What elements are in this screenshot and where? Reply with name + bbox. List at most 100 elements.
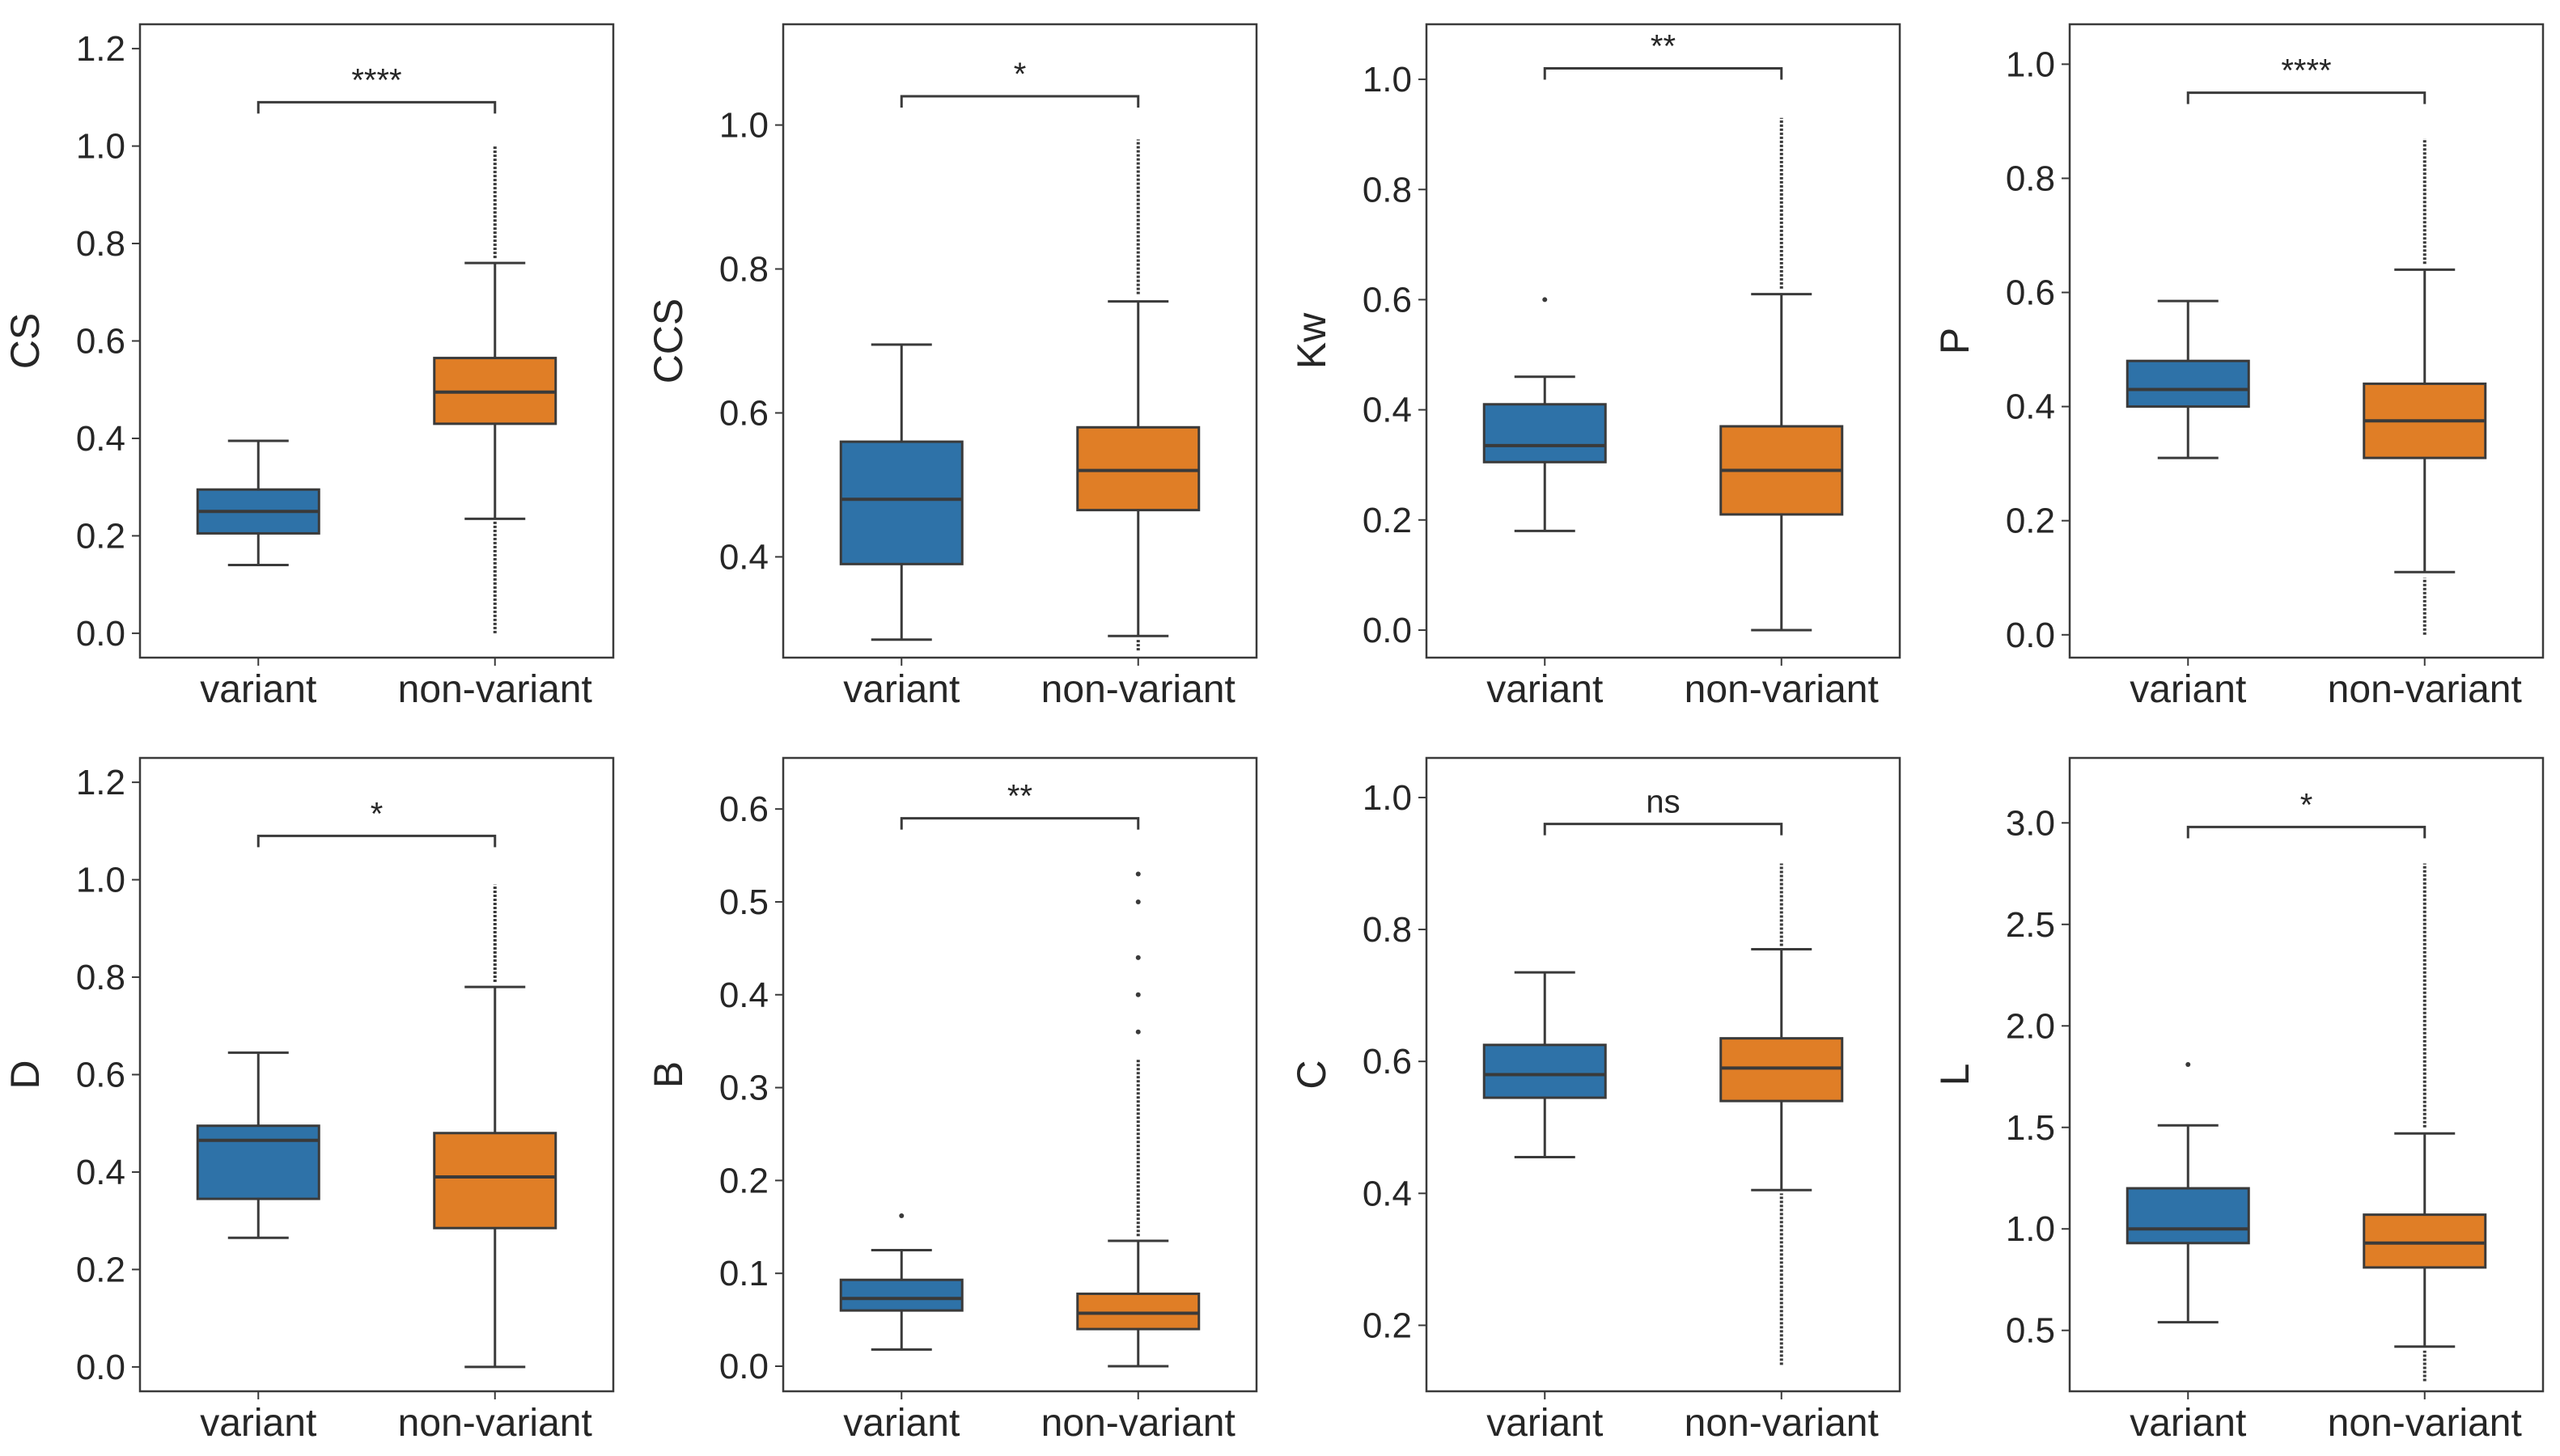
y-tick-label: 0.8 [2006, 159, 2055, 198]
y-tick-label: 0.8 [76, 958, 125, 997]
y-tick-label: 0.6 [1363, 1042, 1412, 1081]
plot-frame [138, 756, 615, 1393]
plot-frame [2068, 23, 2545, 659]
panel-ccs: 0.4 0.6 0.8 1.0 CCS variant non-variant * [646, 23, 1258, 711]
x-category-label: variant [1486, 668, 1603, 711]
significance-bracket [900, 95, 1140, 108]
box-variant [839, 343, 964, 641]
x-category-label: variant [2130, 1402, 2246, 1445]
y-tick-label: 0.4 [76, 419, 125, 459]
iqr-box [839, 1278, 964, 1312]
y-tick-label: 2.0 [2006, 1006, 2055, 1046]
y-tick-label: 0.2 [2006, 502, 2055, 541]
iqr-box [1482, 1043, 1607, 1099]
significance-label: **** [351, 62, 401, 98]
y-tick-label: 0.0 [76, 1348, 125, 1387]
y-tick-label: 0.4 [76, 1153, 125, 1192]
x-category-label: variant [843, 1402, 960, 1445]
outlier-point [1542, 297, 1548, 303]
y-tick-label: 0.8 [76, 224, 125, 264]
box-variant [2126, 299, 2250, 459]
y-tick-label: 3.0 [2006, 803, 2055, 843]
x-category-label: variant [200, 1402, 316, 1445]
panels-group: 0.0 0.2 0.4 0.6 0.8 1.0 1.2 CS variant non-varian… [2, 23, 2545, 1445]
y-tick-label: 0.8 [719, 250, 769, 290]
y-tick-label: 0.1 [719, 1254, 769, 1293]
x-category-label: non-variant [1041, 1402, 1235, 1445]
iqr-box [1076, 1292, 1201, 1331]
x-category-label: non-variant [398, 668, 592, 711]
box-variant [2126, 1061, 2250, 1324]
y-axis-title: P [1932, 328, 1977, 354]
y-tick-label: 0.0 [2006, 616, 2055, 655]
y-axis-title: CS [2, 313, 48, 369]
box-variant [1482, 971, 1607, 1158]
y-tick-label: 0.5 [719, 882, 769, 922]
y-axis-title: L [1932, 1064, 1977, 1086]
y-tick-label: 1.0 [2006, 44, 2055, 84]
y-tick-label: 0.4 [1363, 391, 1412, 430]
y-tick-label: 0.0 [719, 1347, 769, 1386]
box-non-variant [2363, 863, 2487, 1382]
y-tick-label: 0.2 [1363, 1306, 1412, 1345]
y-tick-label: 1.0 [76, 127, 125, 167]
x-category-label: variant [843, 668, 960, 711]
y-tick-label: 2.5 [2006, 905, 2055, 945]
y-tick-label: 0.6 [1363, 280, 1412, 320]
significance-label: * [1014, 57, 1027, 92]
x-category-label: non-variant [2328, 668, 2522, 711]
panel-kw: 0.0 0.2 0.4 0.6 0.8 1.0 Kw variant non-variant ** [1289, 23, 1901, 711]
y-axis-title: Kw [1289, 312, 1334, 369]
y-tick-label: 0.4 [719, 537, 769, 577]
box-non-variant [1076, 871, 1201, 1368]
iqr-box [196, 1124, 320, 1200]
box-non-variant [433, 146, 557, 633]
outlier-point [2185, 1061, 2191, 1067]
significance-label: ** [1651, 28, 1676, 64]
y-tick-label: 1.0 [719, 106, 769, 146]
y-axis-title: C [1289, 1060, 1334, 1089]
significance-bracket [900, 817, 1140, 830]
y-tick-label: 0.3 [719, 1069, 769, 1108]
box-non-variant [2363, 138, 2487, 635]
iqr-box [433, 1132, 557, 1230]
plot-frame [782, 23, 1258, 659]
outlier-point [1135, 992, 1141, 997]
y-tick-label: 1.0 [1363, 60, 1412, 99]
y-axis-title: B [646, 1061, 691, 1088]
box-variant [1482, 297, 1607, 532]
y-tick-label: 1.0 [76, 861, 125, 900]
outlier-point [899, 1213, 905, 1219]
x-category-label: variant [1486, 1402, 1603, 1445]
plot-frame [1425, 756, 1901, 1393]
plot-frame [2068, 756, 2545, 1393]
iqr-box [1719, 1037, 1844, 1103]
x-category-label: non-variant [1041, 668, 1235, 711]
x-category-label: non-variant [2328, 1402, 2522, 1445]
x-category-label: variant [2130, 668, 2246, 711]
y-tick-label: 0.2 [76, 516, 125, 556]
y-tick-label: 0.6 [719, 393, 769, 433]
y-tick-label: 0.4 [2006, 387, 2055, 427]
outlier-point [1135, 871, 1141, 877]
iqr-box [2126, 359, 2250, 408]
y-tick-label: 0.8 [1363, 910, 1412, 950]
x-category-label: non-variant [1685, 668, 1879, 711]
plot-frame [138, 23, 615, 659]
y-axis-title: CCS [646, 298, 691, 384]
significance-label: * [371, 796, 384, 832]
plot-frame [1425, 23, 1901, 659]
y-tick-label: 0.0 [1363, 611, 1412, 650]
y-tick-label: 0.4 [719, 976, 769, 1015]
y-axis-title: D [2, 1060, 48, 1089]
y-tick-label: 0.2 [1363, 501, 1412, 540]
y-tick-label: 1.2 [76, 763, 125, 802]
significance-label: **** [2281, 53, 2331, 89]
x-category-label: variant [200, 668, 316, 711]
y-tick-label: 0.5 [2006, 1311, 2055, 1351]
significance-bracket [256, 834, 497, 848]
